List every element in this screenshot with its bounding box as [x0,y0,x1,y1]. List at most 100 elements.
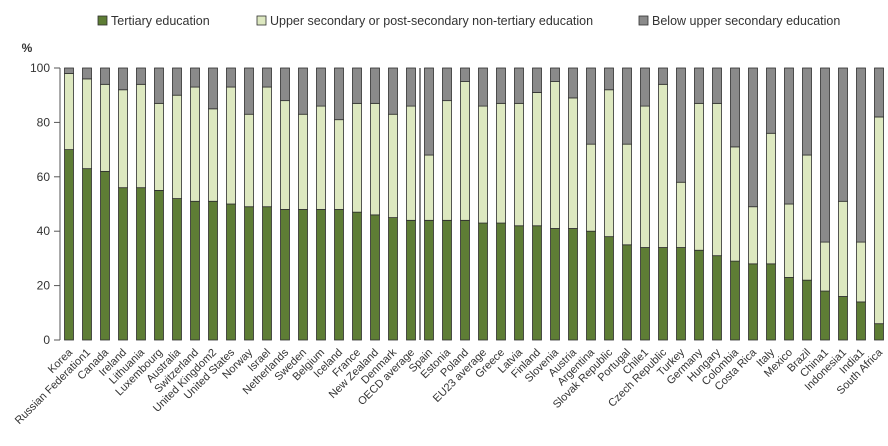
bar-segment-tertiary-education [208,200,218,341]
bar-segment-tertiary-education [622,244,632,341]
bar-stack-greece [496,67,506,341]
bar-segment-tertiary-education [766,263,776,341]
bar-segment-upper-secondary-or-post-secondary-non-tertiary-education [586,143,596,232]
bar-segment-tertiary-education [172,198,182,341]
bar-segment-upper-secondary-or-post-secondary-non-tertiary-education [874,116,884,325]
bar-stack-portugal [622,67,632,341]
bar-segment-below-upper-secondary-education [802,67,812,156]
bar-segment-upper-secondary-or-post-secondary-non-tertiary-education [352,102,362,213]
bar-segment-upper-secondary-or-post-secondary-non-tertiary-education [370,102,380,216]
bar-segment-tertiary-education [838,296,848,341]
bar-segment-tertiary-education [856,301,866,341]
y-tick-label: 60 [37,170,51,184]
bar-segment-upper-secondary-or-post-secondary-non-tertiary-education [550,81,560,229]
bar-segment-upper-secondary-or-post-secondary-non-tertiary-education [802,154,812,281]
bar-segment-upper-secondary-or-post-secondary-non-tertiary-education [622,143,632,246]
bar-segment-below-upper-secondary-education [568,67,578,99]
bar-segment-upper-secondary-or-post-secondary-non-tertiary-education [190,86,200,202]
bar-segment-below-upper-secondary-education [370,67,380,104]
bar-stack-luxembourg [154,67,164,341]
legend-swatch-tertiary-education [97,15,108,26]
bar-segment-below-upper-secondary-education [352,67,362,104]
bar-segment-tertiary-education [640,247,650,341]
bar-segment-below-upper-secondary-education [496,67,506,104]
bar-segment-tertiary-education [568,228,578,341]
bar-segment-upper-secondary-or-post-secondary-non-tertiary-education [856,241,866,303]
y-tick-label: 0 [43,333,50,347]
bar-stack-new-zealand [370,67,380,341]
bar-segment-upper-secondary-or-post-secondary-non-tertiary-education [640,105,650,248]
bar-stack-czech-republic [658,67,668,341]
bar-segment-tertiary-education [82,168,92,341]
legend-label-tertiary-education: Tertiary education [111,14,210,28]
bar-segment-tertiary-education [244,206,254,341]
legend-label-upper-secondary-or-post-secondary-non-tertiary-education: Upper secondary or post-secondary non-te… [270,14,593,28]
bar-segment-upper-secondary-or-post-secondary-non-tertiary-education [208,108,218,202]
bar-segment-below-upper-secondary-education [226,67,236,88]
bar-segment-below-upper-secondary-education [208,67,218,110]
bar-segment-upper-secondary-or-post-secondary-non-tertiary-education [838,200,848,297]
bar-segment-upper-secondary-or-post-secondary-non-tertiary-education [64,73,74,151]
bar-segment-tertiary-education [388,217,398,341]
bar-segment-upper-secondary-or-post-secondary-non-tertiary-education [730,146,740,262]
bar-segment-below-upper-secondary-education [262,67,272,88]
bar-segment-below-upper-secondary-education [604,67,614,91]
bar-stack-indonesia1 [838,67,848,341]
bar-segment-upper-secondary-or-post-secondary-non-tertiary-education [100,83,110,172]
bar-segment-tertiary-education [118,187,128,341]
bar-segment-below-upper-secondary-education [118,67,128,91]
bar-segment-upper-secondary-or-post-secondary-non-tertiary-education [478,105,488,224]
bar-segment-below-upper-secondary-education [838,67,848,202]
bar-segment-below-upper-secondary-education [856,67,866,243]
bar-segment-upper-secondary-or-post-secondary-non-tertiary-education [262,86,272,208]
bar-segment-below-upper-secondary-education [748,67,758,208]
y-axis-unit-label: % [22,41,33,55]
bar-segment-below-upper-secondary-education [622,67,632,145]
bar-segment-tertiary-education [262,206,272,341]
bar-segment-tertiary-education [604,236,614,341]
bar-stack-norway [244,67,254,341]
bar-segment-tertiary-education [784,277,794,341]
bar-stack-turkey [676,67,686,341]
bar-segment-below-upper-secondary-education [190,67,200,88]
bar-segment-tertiary-education [64,149,74,341]
bar-segment-below-upper-secondary-education [712,67,722,104]
y-tick-label: 80 [37,115,51,129]
bar-segment-below-upper-secondary-education [280,67,290,102]
bar-segment-upper-secondary-or-post-secondary-non-tertiary-education [226,86,236,205]
bar-segment-upper-secondary-or-post-secondary-non-tertiary-education [442,100,452,221]
bar-segment-below-upper-secondary-education [874,67,884,118]
bar-segment-below-upper-secondary-education [244,67,254,115]
bar-stack-estonia [442,67,452,341]
bar-segment-upper-secondary-or-post-secondary-non-tertiary-education [604,89,614,238]
bar-stack-argentina [586,67,596,341]
bar-segment-upper-secondary-or-post-secondary-non-tertiary-education [388,113,398,218]
bar-segment-tertiary-education [298,209,308,341]
bar-segment-below-upper-secondary-education [658,67,668,85]
bar-segment-upper-secondary-or-post-secondary-non-tertiary-education [118,89,128,189]
bar-stack-israel [262,67,272,341]
bar-stack-costa-rica [748,67,758,341]
bar-segment-upper-secondary-or-post-secondary-non-tertiary-education [406,105,416,221]
bar-segment-tertiary-education [370,214,380,341]
bar-segment-tertiary-education [136,187,146,341]
bar-stack-slovenia [550,67,560,341]
bar-stack-canada [100,67,110,341]
bar-segment-tertiary-education [442,219,452,341]
bar-segment-upper-secondary-or-post-secondary-non-tertiary-education [136,83,146,189]
bar-stack-sweden [298,67,308,341]
bar-stack-spain [424,67,434,341]
bar-stack-slovak-republic [604,67,614,341]
bar-stack-netherlands [280,67,290,341]
bar-segment-upper-secondary-or-post-secondary-non-tertiary-education [676,181,686,248]
bar-stack-hungary [712,67,722,341]
bar-segment-tertiary-education [820,290,830,341]
bar-segment-upper-secondary-or-post-secondary-non-tertiary-education [748,206,758,265]
bar-segment-tertiary-education [874,323,884,341]
bar-segment-below-upper-secondary-education [766,67,776,134]
bar-segment-upper-secondary-or-post-secondary-non-tertiary-education [496,102,506,224]
legend-swatch-upper-secondary-or-post-secondary-non-tertiary-education [256,15,267,26]
bar-stack-chile1 [640,67,650,341]
bar-segment-below-upper-secondary-education [586,67,596,145]
